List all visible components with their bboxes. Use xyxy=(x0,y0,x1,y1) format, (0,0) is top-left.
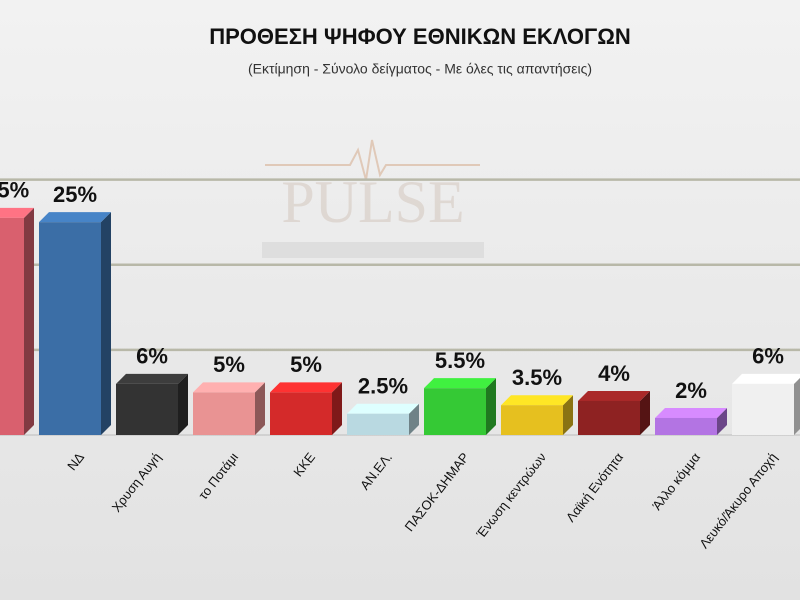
watermark-band xyxy=(262,242,484,258)
bar xyxy=(501,405,563,435)
bar xyxy=(424,388,486,435)
value-label: 6% xyxy=(752,344,784,369)
bar-top xyxy=(655,407,727,418)
bar-side xyxy=(717,407,727,435)
bar-top xyxy=(501,395,573,406)
bar-side xyxy=(24,207,34,435)
bar-top xyxy=(424,378,496,389)
bar-side xyxy=(640,390,650,435)
value-label: 2% xyxy=(675,378,707,403)
bar xyxy=(732,383,794,435)
bar-side xyxy=(563,395,573,435)
bar xyxy=(193,392,255,435)
bar-side xyxy=(794,377,800,435)
bar-top xyxy=(39,212,111,223)
bar-top xyxy=(0,207,34,218)
value-label: 5% xyxy=(213,352,245,377)
bar xyxy=(578,400,640,435)
bar-top xyxy=(270,382,342,393)
bar-side xyxy=(409,403,419,435)
bar-top xyxy=(116,373,188,384)
bar xyxy=(116,383,178,435)
bar-side xyxy=(486,378,496,435)
value-label: 6% xyxy=(136,344,168,369)
chart-title: ΠΡΟΘΕΣΗ ΨΗΦΟΥ ΕΘΝΙΚΩΝ ΕΚΛΟΓΩΝ xyxy=(209,24,631,49)
bar-side xyxy=(101,212,111,435)
bar xyxy=(39,222,101,435)
value-label: 5.5% xyxy=(435,348,485,373)
bar-top xyxy=(732,373,800,384)
value-label: 3.5% xyxy=(512,365,562,390)
bar-side xyxy=(178,373,188,435)
bar xyxy=(270,392,332,435)
bar xyxy=(0,217,24,435)
bar xyxy=(347,413,409,435)
bar-side xyxy=(332,382,342,435)
bar-top xyxy=(578,390,650,401)
bar-side xyxy=(255,382,265,435)
bar xyxy=(655,417,717,435)
watermark-pulse-line xyxy=(265,139,480,181)
bar-top xyxy=(193,382,265,393)
chart-subtitle: (Εκτίμηση - Σύνολο δείγματος - Με όλες τ… xyxy=(248,61,592,77)
value-label: 5% xyxy=(290,352,322,377)
value-label: 25.5% xyxy=(0,178,29,203)
value-label: 4% xyxy=(598,361,630,386)
bar-top xyxy=(347,403,419,414)
value-label: 2.5% xyxy=(358,374,408,399)
value-label: 25% xyxy=(53,182,97,207)
